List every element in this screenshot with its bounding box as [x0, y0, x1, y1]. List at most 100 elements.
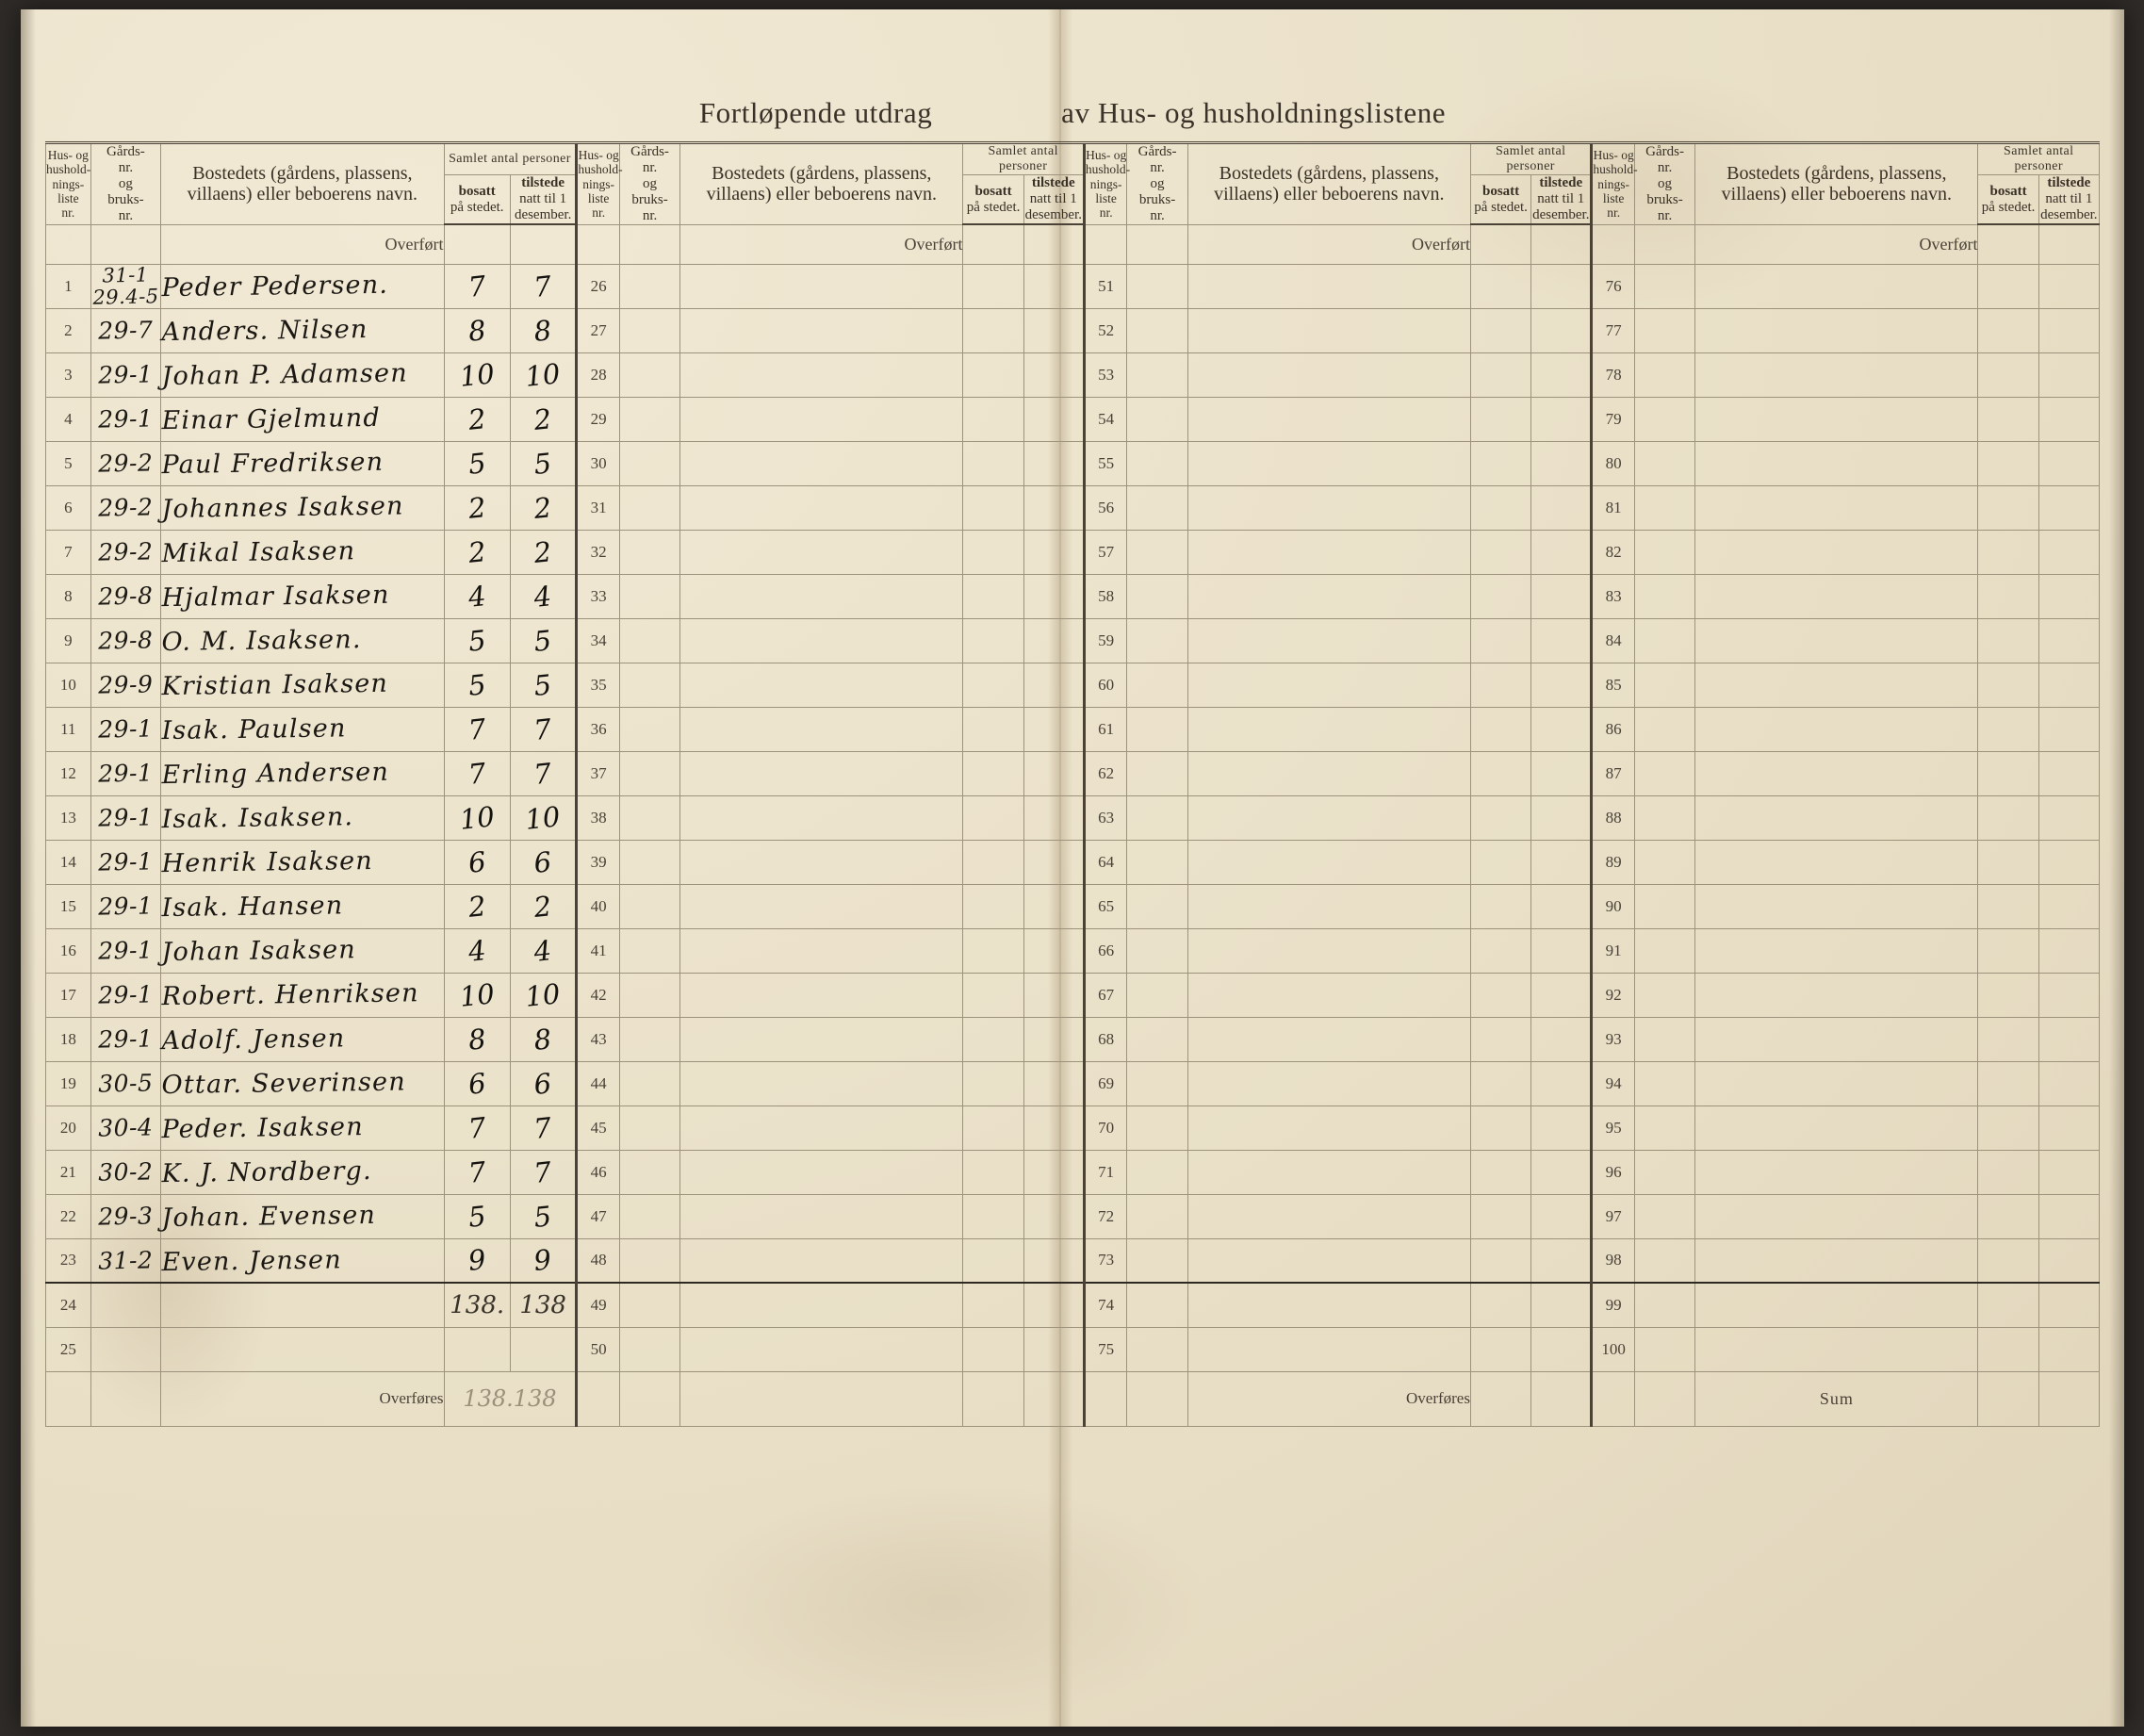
- bostedets-name-cell-block4: [1694, 351, 1979, 400]
- bosatt-cell-block3: [1468, 526, 1533, 578]
- bostedets-name-cell-block2: [679, 306, 964, 355]
- overfores-bosatt-3: [1469, 1370, 1532, 1427]
- bostedets-name-cell-block1: Isak. Isaksen.: [160, 794, 445, 843]
- gard-nr-cell-block2: [618, 1060, 681, 1106]
- overfort-spacer-4: [618, 223, 681, 265]
- row-number-block2: 49: [575, 1282, 620, 1328]
- tilstede-cell-block4: [2036, 1235, 2102, 1286]
- overfort-spacer-1: [45, 223, 91, 265]
- row-number-block4: 100: [1590, 1326, 1635, 1372]
- foot-spacer-6: [1126, 1370, 1188, 1427]
- tilstede-cell-block1: 7: [508, 1102, 580, 1154]
- bosatt-cell-block3: [1468, 659, 1533, 711]
- gard-nr-cell-block1: 29-1: [90, 794, 162, 841]
- row-number-block1: 18: [45, 1016, 91, 1062]
- foot-spacer-1: [45, 1370, 91, 1427]
- gard-nr-cell-block2: [618, 484, 681, 531]
- bostedets-name-cell-block2: [679, 483, 964, 532]
- bosatt-cell-block1: 6: [441, 836, 513, 888]
- gard-nr-cell-block2: [618, 352, 681, 398]
- tilstede-cell-block4: [2036, 1323, 2102, 1375]
- tilstede-cell-block3: [1529, 1235, 1595, 1286]
- bosatt-cell-block1: 10: [441, 349, 513, 401]
- bostedets-name-cell-block4: [1694, 882, 1979, 931]
- bostedets-name-cell-block2: [679, 1192, 964, 1241]
- gard-nr-cell-block2: [618, 1326, 681, 1372]
- page-title: Fortløpende utdrag av Hus- og husholdnin…: [21, 96, 2124, 130]
- row-number-block1: 24: [45, 1282, 91, 1328]
- row-number-block2: 30: [575, 440, 620, 486]
- gard-nr-cell-block4: [1633, 396, 1696, 442]
- bostedets-name-cell-block4: [1694, 528, 1979, 577]
- bostedets-name-cell-block3: [1187, 882, 1471, 931]
- bosatt-cell-block1: 5: [441, 659, 513, 711]
- tilstede-cell-block4: [2036, 1013, 2102, 1065]
- bostedets-name-cell-block2: [679, 1059, 964, 1108]
- row-number-block4: 77: [1590, 307, 1635, 353]
- tilstede-cell-block2: [1021, 925, 1087, 976]
- tilstede-cell-block3: [1529, 349, 1595, 401]
- sum-bosatt: [1977, 1370, 2039, 1427]
- table-row: 9 29-8 O. M. Isaksen. 5 5 34 59 84: [45, 614, 2102, 666]
- gard-nr-cell-block3: [1126, 1237, 1188, 1284]
- row-number-block1: 4: [45, 396, 91, 442]
- bosatt-cell-block4: [1975, 659, 2041, 711]
- overfort-spacer-8: [1633, 223, 1696, 265]
- bosatt-cell-block1: 7: [441, 260, 513, 312]
- overfort-bosatt-2: [962, 223, 1024, 265]
- bostedets-name-cell-block2: [679, 1148, 964, 1197]
- gard-nr-cell-block2: [618, 1016, 681, 1062]
- bostedets-name-cell-block4: [1694, 838, 1979, 887]
- table-row: 4 29-1 Einar Gjelmund 2 2 29 54 79: [45, 393, 2102, 445]
- gard-nr-cell-block4: [1633, 706, 1696, 752]
- tilstede-cell-block3: [1529, 925, 1595, 976]
- bosatt-cell-block1: 10: [441, 969, 513, 1021]
- bostedets-name-cell-block4: [1694, 705, 1979, 754]
- gard-nr-cell-block4: [1633, 573, 1696, 619]
- header-bostedets-2: Bostedets (gårdens, plassens, villaens) …: [679, 141, 964, 225]
- gard-nr-cell-block4: [1633, 1193, 1696, 1239]
- bostedets-name-cell-block4: [1694, 1104, 1979, 1153]
- row-number-block3: 60: [1082, 662, 1128, 708]
- tilstede-cell-block4: [2036, 570, 2102, 622]
- bostedets-name-cell-block3: [1187, 572, 1471, 621]
- bosatt-cell-block3: [1468, 1323, 1533, 1375]
- gard-nr-cell-block1: 29-3: [90, 1193, 162, 1239]
- gard-nr-cell-block2: [618, 750, 681, 796]
- tilstede-cell-block2: [1021, 1279, 1087, 1331]
- gard-nr-cell-block4: [1633, 529, 1696, 575]
- tilstede-cell-block4: [2036, 925, 2102, 976]
- bostedets-name-cell-block2: [679, 749, 964, 798]
- table-row: 19 30-5 Ottar. Severinsen 6 6 44 69 94: [45, 1057, 2102, 1109]
- bosatt-cell-block1: 5: [441, 614, 513, 666]
- bosatt-cell-block1: 5: [441, 1190, 513, 1242]
- tilstede-cell-block2: [1021, 880, 1087, 932]
- gard-nr-cell-block3: [1126, 1060, 1188, 1106]
- gard-nr-cell-block2: [618, 263, 681, 309]
- gard-nr-cell-block1: [90, 1282, 162, 1328]
- header-bostedets-4: Bostedets (gårdens, plassens, villaens) …: [1694, 141, 1979, 225]
- overfort-label-3: Overført: [1187, 223, 1471, 265]
- gard-nr-cell-block4: [1633, 1060, 1696, 1106]
- row-number-block2: 46: [575, 1149, 620, 1195]
- bostedets-name-cell-block2: [679, 926, 964, 975]
- gard-nr-cell-block1: 29-1: [90, 927, 162, 974]
- row-number-block1: 10: [45, 662, 91, 708]
- bosatt-cell-block4: [1975, 792, 2041, 843]
- row-number-block2: 40: [575, 883, 620, 929]
- row-number-block2: 45: [575, 1105, 620, 1151]
- row-number-block3: 62: [1082, 750, 1128, 796]
- row-number-block1: 21: [45, 1149, 91, 1195]
- table-footer: Overføres 138.138 Overføres Sum: [45, 1370, 2101, 1427]
- gard-nr-cell-block1: 29-1: [90, 839, 162, 885]
- bosatt-cell-block1: 7: [441, 703, 513, 755]
- gard-nr-cell-block4: [1633, 1016, 1696, 1062]
- row-number-block2: 27: [575, 307, 620, 353]
- header-list-nr-1: Hus- og hushold- nings-liste nr.: [45, 141, 91, 225]
- bostedets-name-cell-block1: Peder. Isaksen: [160, 1104, 445, 1153]
- row-number-block4: 78: [1590, 352, 1635, 398]
- bostedets-name-cell-block1: [160, 1325, 445, 1374]
- bosatt-cell-block2: [960, 1057, 1026, 1109]
- bostedets-name-cell-block3: [1187, 1281, 1471, 1330]
- bosatt-cell-block1: 7: [441, 1146, 513, 1198]
